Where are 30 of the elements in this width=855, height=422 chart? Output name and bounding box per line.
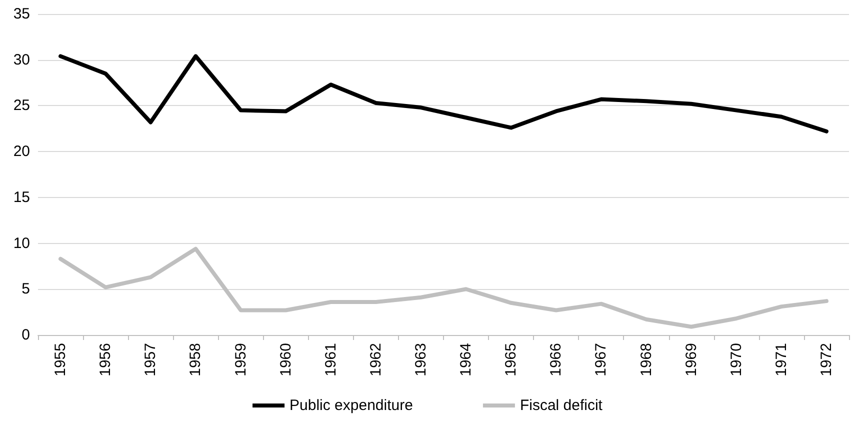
x-tick-label: 1963 bbox=[412, 343, 430, 376]
x-tick-label: 1971 bbox=[772, 343, 790, 376]
x-tick-label: 1967 bbox=[592, 343, 610, 376]
legend-label: Public expenditure bbox=[290, 397, 413, 414]
legend-label: Fiscal deficit bbox=[520, 397, 604, 414]
y-tick-label: 0 bbox=[22, 326, 30, 344]
y-tick-label: 35 bbox=[13, 6, 30, 22]
x-tick-label: 1958 bbox=[187, 343, 204, 376]
y-tick-label: 25 bbox=[13, 97, 30, 114]
line-series bbox=[58, 54, 828, 134]
x-tick-label: 1957 bbox=[142, 343, 160, 376]
x-tick-label: 1959 bbox=[232, 343, 250, 376]
line-series bbox=[58, 246, 828, 329]
x-tick-label: 1966 bbox=[548, 343, 565, 376]
y-tick-label: 10 bbox=[13, 234, 30, 252]
x-tick-label: 1955 bbox=[52, 343, 70, 376]
x-tick-label: 1969 bbox=[682, 343, 700, 376]
x-tick-label: 1961 bbox=[322, 343, 340, 376]
x-tick-label: 1970 bbox=[728, 343, 745, 376]
y-tick-label: 5 bbox=[22, 280, 30, 298]
x-tick-label: 1965 bbox=[502, 343, 520, 376]
y-tick-label: 15 bbox=[13, 188, 30, 206]
x-tick-label: 1960 bbox=[277, 343, 294, 376]
y-tick-label: 20 bbox=[13, 143, 30, 160]
y-tick-label: 30 bbox=[13, 51, 30, 68]
x-tick-label: 1964 bbox=[458, 343, 475, 376]
x-tick-label: 1968 bbox=[638, 343, 655, 376]
x-tick-label: 1956 bbox=[97, 343, 114, 376]
x-tick-label: 1972 bbox=[818, 343, 835, 376]
x-tick-label: 1962 bbox=[367, 343, 384, 376]
